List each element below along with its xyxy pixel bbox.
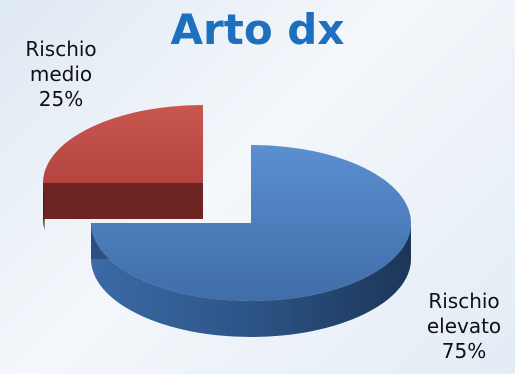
pie-slice-rischio-elevato	[91, 145, 411, 337]
chart-title: Arto dx	[170, 5, 345, 54]
slice-side-wall	[43, 183, 45, 230]
pie-slice-rischio-medio	[43, 105, 203, 230]
slice-label-line1: Rischio	[25, 37, 97, 61]
slice-label-line1: Rischio	[428, 289, 500, 313]
slice-top-face	[91, 145, 411, 301]
slice-top-face	[43, 105, 203, 183]
slice-side-wall	[91, 223, 411, 337]
slice-label-percent: 25%	[38, 87, 84, 111]
slice-label-line2: elevato	[426, 314, 502, 338]
slice-cut-face	[43, 183, 203, 219]
slice-label-line2: medio	[29, 62, 93, 86]
slice-label-rischio-elevato: Rischio elevato 75%	[408, 289, 515, 364]
slice-label-rischio-medio: Rischio medio 25%	[6, 37, 116, 112]
slice-label-percent: 75%	[441, 339, 487, 363]
